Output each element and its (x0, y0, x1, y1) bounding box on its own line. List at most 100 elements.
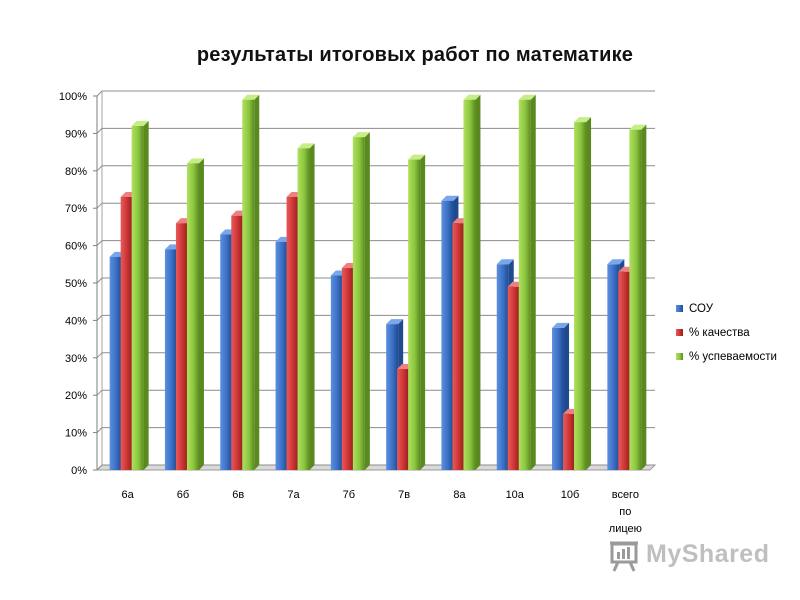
legend: СОУ % качества % успеваемости (676, 303, 777, 363)
bar-side (586, 117, 592, 471)
x-tick-label: 10а (506, 489, 525, 501)
x-tick-label: 10б (561, 489, 580, 501)
legend-swatch (676, 353, 683, 360)
bar-front (297, 148, 310, 471)
bar-front (629, 129, 642, 470)
bar-top (552, 322, 570, 328)
gridline-depth (96, 315, 103, 321)
legend-swatch (676, 305, 683, 312)
bar (463, 94, 481, 471)
bar-top (496, 259, 514, 265)
bar-front (496, 264, 509, 470)
x-tick-label: 6а (122, 489, 135, 501)
bar-top (386, 319, 404, 325)
bar (629, 124, 647, 470)
y-tick-label: 90% (65, 128, 87, 140)
x-tick-label: 7а (287, 489, 300, 501)
y-tick-label: 70% (65, 203, 87, 215)
legend-label: % качества (689, 327, 750, 339)
bar-front (131, 125, 144, 471)
bar-top (297, 143, 315, 149)
bar-front (120, 196, 133, 471)
bar-front (286, 196, 299, 471)
bar (574, 117, 592, 471)
bar-side (309, 143, 315, 471)
bar-front (275, 241, 288, 470)
bar-front (518, 99, 531, 471)
bar-front (386, 324, 399, 470)
bar-front (220, 234, 233, 470)
bar-front (397, 369, 410, 470)
bar-front (352, 137, 365, 470)
y-tick-label: 10% (65, 428, 87, 440)
bar-top (463, 94, 481, 100)
y-tick-label: 50% (65, 278, 87, 290)
bar-front (618, 271, 631, 470)
x-tick-label: 6б (177, 489, 189, 501)
bar-top (607, 259, 625, 265)
gridline-depth (96, 90, 103, 97)
y-tick-label: 40% (65, 315, 87, 327)
bar-top (408, 154, 426, 160)
legend-label: СОУ (689, 303, 714, 315)
gridline-depth (96, 277, 103, 284)
bar (131, 120, 149, 471)
bar (242, 94, 260, 471)
bar-top (441, 195, 459, 201)
gridline-depth (96, 128, 103, 134)
bar-front (452, 223, 465, 470)
bar-front (330, 275, 343, 470)
watermark-logo: MyShared (606, 538, 776, 574)
bar-front (408, 159, 421, 470)
bar-top (629, 124, 647, 130)
bar-front (607, 264, 620, 470)
bar-side (641, 124, 647, 470)
bar-top (186, 158, 204, 164)
bar-front (574, 122, 587, 471)
bar-front (175, 223, 188, 470)
bar-front (231, 215, 244, 470)
x-tick-label: 7б (343, 489, 355, 501)
chart-title: результаты итоговых работ по математике (196, 44, 634, 66)
gridline-depth (96, 464, 103, 471)
gridline-depth (96, 202, 103, 209)
bar-front (507, 286, 520, 470)
bar (518, 94, 536, 471)
bar-front (341, 268, 354, 470)
y-tick-label: 60% (65, 241, 87, 253)
gridline-depth (96, 352, 103, 359)
bar-side (364, 132, 370, 470)
bar-front (164, 249, 177, 470)
legend-label: % успеваемости (689, 351, 777, 363)
labels-layer: 0% 10% 20% 30% 40% 50% 60% 70% 80% 90% 100% 6а 6б 6в 7… (59, 91, 642, 535)
y-tick-label: 0% (71, 465, 87, 477)
x-tick-label: 8а (453, 489, 466, 501)
x-tick-label: 6в (232, 489, 244, 501)
y-tick-label: 20% (65, 390, 87, 402)
bar (408, 154, 426, 470)
legend-swatch (676, 329, 683, 336)
bar-top (574, 117, 592, 123)
bar-front (109, 256, 122, 470)
x-tick-label: 7в (398, 489, 410, 501)
bar (297, 143, 315, 471)
watermark-text: MyShared (646, 540, 770, 568)
gridline-depth (96, 240, 103, 246)
y-tick-label: 30% (65, 353, 87, 365)
x-tick-label: всего по лицею (609, 489, 642, 535)
gridline-depth (96, 427, 103, 433)
bar-side (475, 94, 481, 471)
bar-front (242, 99, 255, 471)
presentation-board-icon (610, 541, 638, 572)
gridline-depth (96, 165, 103, 172)
gridline-depth (96, 389, 103, 396)
bar-top (242, 94, 260, 100)
y-tick-label: 80% (65, 166, 87, 178)
bar-side (420, 154, 426, 470)
bar (186, 158, 204, 470)
bar-top (131, 120, 149, 126)
bar-front (552, 327, 565, 470)
bar-front (186, 163, 199, 470)
bar-front (463, 99, 476, 471)
